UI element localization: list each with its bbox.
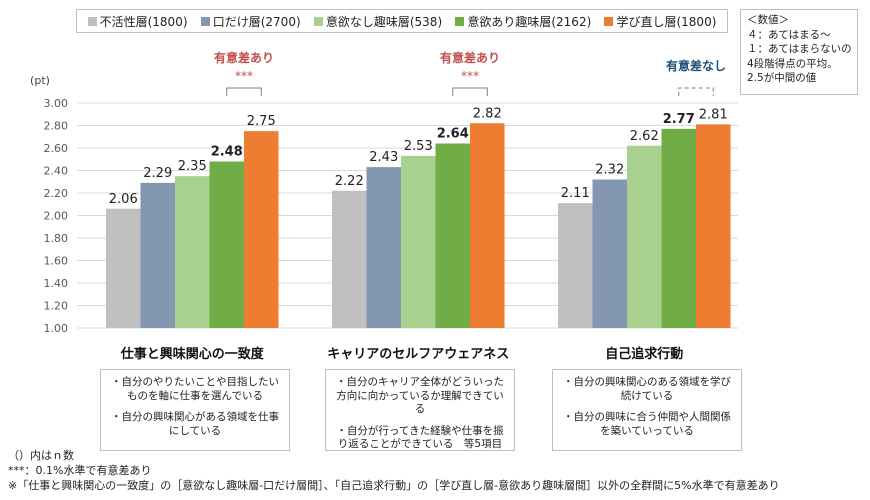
bar xyxy=(661,128,696,328)
significance-bracket xyxy=(226,87,262,96)
category-label: 仕事と興味関心の一致度 xyxy=(120,346,265,362)
legend-item: 意欲あり趣味層(2162) xyxy=(455,13,591,30)
significance-label: 有意差なし xyxy=(666,58,726,73)
description-item: ・自分のキャリア全体がどういった方向に向かっているか理解できている xyxy=(336,376,504,415)
y-tick-label: 1.20 xyxy=(44,300,69,313)
legend-label: 意欲あり趣味層(2162) xyxy=(467,14,592,29)
y-tick-label: 1.40 xyxy=(44,277,69,290)
bar xyxy=(209,161,244,328)
data-label: 2.64 xyxy=(437,127,469,142)
bar xyxy=(244,131,279,328)
legend-swatch xyxy=(200,16,210,26)
legend-swatch xyxy=(604,16,614,26)
y-tick-label: 3.00 xyxy=(44,97,69,110)
bar xyxy=(106,208,141,328)
significance-markers: 有意差あり *** 有意差あり *** 有意差なし xyxy=(214,50,726,96)
significance-bracket xyxy=(452,87,488,96)
data-label: 2.11 xyxy=(561,186,590,201)
footnote-significance: ※「仕事と興味関心の一致度」の［意欲なし趣味層-口だけ層間］、「自己追求行動」の… xyxy=(8,479,780,492)
note-line: １：あてはまらないの xyxy=(747,43,852,55)
note-line: ＜数値＞ xyxy=(747,14,789,26)
y-axis-label: (pt) xyxy=(30,74,50,87)
data-label: 2.81 xyxy=(699,107,728,122)
note-box: ＜数値＞ ４：あてはまる～ １：あてはまらないの 4段階得点の平均。 2.5が中間の値 xyxy=(740,9,858,95)
y-tick-label: 2.40 xyxy=(44,165,69,178)
note-line: 4段階得点の平均。 xyxy=(747,57,838,70)
y-tick-label: 2.60 xyxy=(44,142,69,155)
y-tick-label: 2.00 xyxy=(44,210,69,223)
footnote-n: （）内はｎ数 xyxy=(8,449,74,462)
bar xyxy=(592,179,627,328)
y-tick-label: 2.80 xyxy=(44,120,69,133)
bar xyxy=(470,123,505,328)
bar xyxy=(332,190,367,328)
footnote-stars: ***：0.1%水準で有意差あり xyxy=(8,464,152,477)
y-tick-label: 2.20 xyxy=(44,187,69,200)
bar xyxy=(696,124,731,328)
data-label: 2.32 xyxy=(595,163,624,178)
data-label: 2.06 xyxy=(109,192,138,207)
legend-item: 学び直し層(1800) xyxy=(604,13,716,30)
category-label: キャリアのセルフアウェアネス xyxy=(327,347,509,362)
bar xyxy=(140,182,175,328)
description-item: ・自分の興味関心のある領域を学び続けている xyxy=(563,376,731,402)
data-label: 2.77 xyxy=(663,112,695,127)
note-line: ４：あてはまる～ xyxy=(747,28,831,41)
data-label: 2.22 xyxy=(335,174,364,189)
legend-label: 意欲なし趣味層(538) xyxy=(325,14,443,29)
bar xyxy=(435,143,470,328)
value-labels: 2.06 2.29 2.35 2.48 2.75 2.22 2.43 2.53 2.64 2.82… xyxy=(109,106,728,207)
bars xyxy=(106,123,731,328)
data-label: 2.75 xyxy=(247,114,276,129)
legend-label: 口だけ層(2700) xyxy=(212,14,301,29)
bar xyxy=(175,176,210,328)
description-box-1: ・自分のやりたいことや目指したいものを軸に仕事を選んでいる ・自分の興味関心がある… xyxy=(100,369,290,451)
y-tick-label: 1.00 xyxy=(44,322,69,335)
data-label: 2.43 xyxy=(369,150,398,165)
description-box-3: ・自分の興味関心のある領域を学び続けている ・自分の興味に合う仲間や人間関係を築い… xyxy=(552,369,742,451)
description-item: ・自分の興味に合う仲間や人間関係を築いていっている xyxy=(563,411,731,437)
description-item: ・自分のやりたいことや目指したいものを軸に仕事を選んでいる xyxy=(111,376,279,402)
legend-label: 学び直し層(1800) xyxy=(616,14,717,29)
description-item: ・自分の興味関心がある領域を仕事にしている xyxy=(111,411,279,437)
description-item: ・自分が行ってきた経験や仕事を振り返ることができている 等5項目 xyxy=(336,424,504,451)
category-labels: 仕事と興味関心の一致度 キャリアのセルフアウェアネス 自己追求行動 xyxy=(120,346,684,362)
y-axis-ticks: 1.00 1.20 1.40 1.60 1.80 2.00 2.20 2.40 2.60 2.80… xyxy=(44,97,69,335)
significance-stars: *** xyxy=(461,69,479,83)
legend-swatch xyxy=(455,16,465,26)
description-box-2: ・自分のキャリア全体がどういった方向に向かっているか理解できている・自分が行って… xyxy=(325,369,515,451)
data-label: 2.62 xyxy=(630,129,659,144)
legend-swatch xyxy=(313,16,323,26)
data-label: 2.48 xyxy=(211,145,243,160)
significance-stars: *** xyxy=(235,69,253,83)
data-label: 2.29 xyxy=(143,166,172,181)
y-tick-label: 1.80 xyxy=(44,232,69,245)
bar xyxy=(366,167,401,328)
significance-bracket xyxy=(678,87,714,96)
data-label: 2.35 xyxy=(178,159,207,174)
bar xyxy=(627,145,662,328)
significance-label: 有意差あり xyxy=(440,50,500,65)
note-line: 2.5が中間の値 xyxy=(747,72,817,84)
category-label: 自己追求行動 xyxy=(605,346,683,362)
data-label: 2.82 xyxy=(473,106,502,121)
bar xyxy=(401,155,436,328)
legend-swatch xyxy=(87,16,97,26)
legend-item: 口だけ層(2700) xyxy=(200,13,301,30)
legend-item: 意欲なし趣味層(538) xyxy=(313,13,443,30)
significance-label: 有意差あり xyxy=(214,50,274,65)
data-label: 2.53 xyxy=(404,139,433,154)
legend-item: 不活性層(1800) xyxy=(87,13,188,30)
legend: 不活性層(1800) 口だけ層(2700) 意欲なし趣味層(538) 意欲あり趣味層(… xyxy=(76,9,728,33)
legend-label: 不活性層(1800) xyxy=(99,14,188,29)
bar xyxy=(558,203,593,328)
y-tick-label: 1.60 xyxy=(44,255,69,268)
